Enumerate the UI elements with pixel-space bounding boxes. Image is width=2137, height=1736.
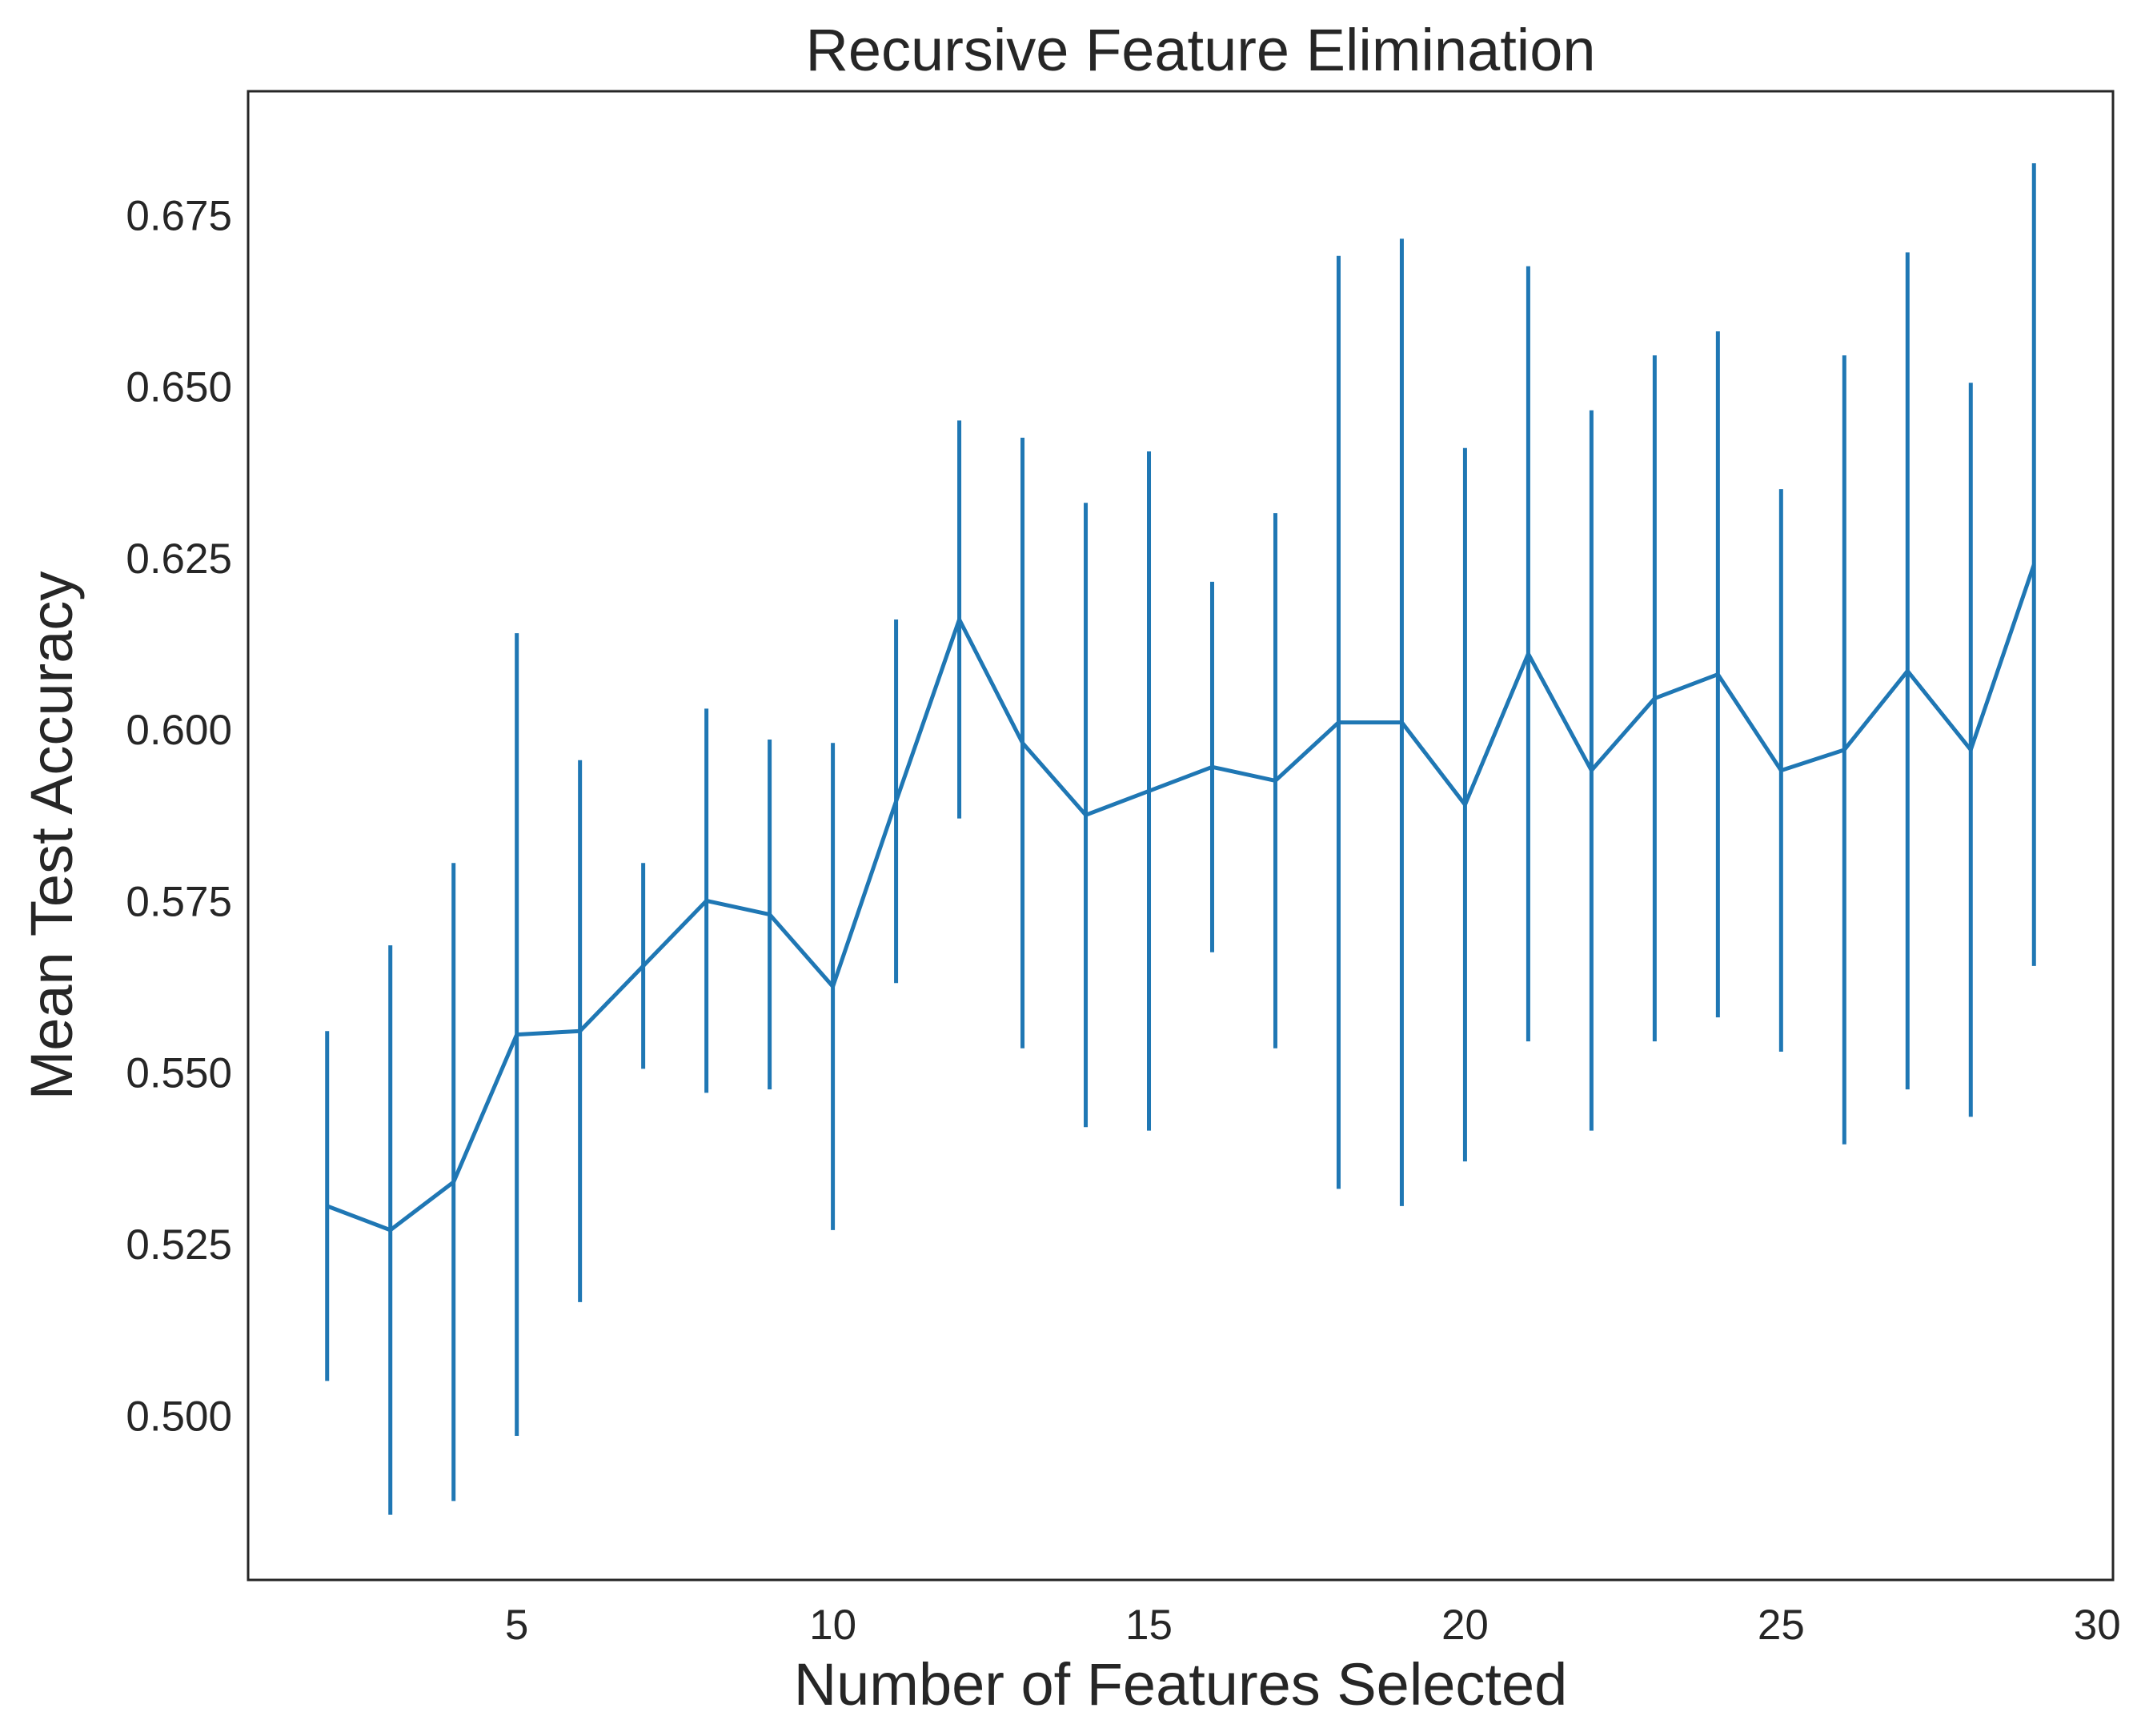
x-tick-label: 5 — [505, 1602, 528, 1649]
y-tick-labels: 0.500 0.525 0.550 0.575 0.600 0.625 0.650 0.675 — [126, 192, 232, 1440]
y-tick-label: 0.625 — [126, 535, 232, 583]
y-axis-label: Mean Test Accuracy — [18, 571, 85, 1101]
y-tick-label: 0.550 — [126, 1050, 232, 1097]
x-tick-label: 20 — [1441, 1602, 1489, 1649]
x-tick-label: 30 — [2074, 1602, 2121, 1649]
chart-title: Recursive Feature Elimination — [805, 17, 1595, 83]
x-tick-label: 10 — [809, 1602, 856, 1649]
x-tick-label: 25 — [1758, 1602, 1805, 1649]
series-line — [326, 563, 2036, 1233]
y-tick-label: 0.500 — [126, 1393, 232, 1440]
y-tick-label: 0.675 — [126, 192, 232, 239]
error-bars — [325, 163, 2036, 1515]
y-tick-label: 0.575 — [126, 878, 232, 925]
x-axis-label: Number of Features Selected — [794, 1651, 1568, 1718]
y-tick-label: 0.600 — [126, 707, 232, 754]
x-tick-label: 15 — [1125, 1602, 1173, 1649]
y-tick-label: 0.525 — [126, 1221, 232, 1269]
plot-area-frame — [247, 90, 2115, 1582]
y-tick-label: 0.650 — [126, 364, 232, 411]
x-tick-labels: 5 10 15 20 25 30 — [505, 1602, 2121, 1649]
